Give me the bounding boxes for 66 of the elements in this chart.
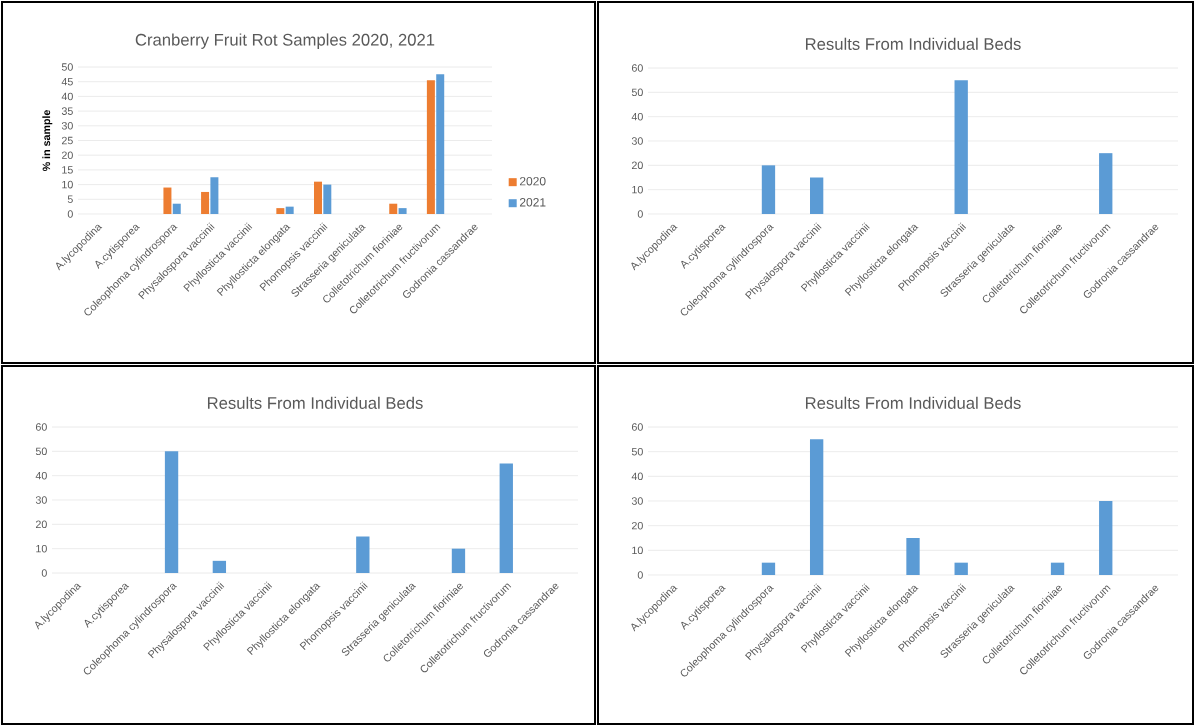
bar <box>499 463 513 573</box>
y-tick-label: 10 <box>632 546 643 555</box>
legend-label: 2021 <box>519 198 546 207</box>
bar <box>313 181 322 214</box>
bar <box>276 208 285 214</box>
bar <box>906 538 920 575</box>
chart-title: Results From Individual Beds <box>805 37 1021 50</box>
y-tick-label: 35 <box>61 107 73 115</box>
y-tick-label: 40 <box>631 112 643 121</box>
bar <box>761 562 776 575</box>
legend-label: 2020 <box>519 176 546 186</box>
y-tick-label: 10 <box>632 185 643 194</box>
y-tick-label: 50 <box>61 63 73 71</box>
y-tick-label: 20 <box>631 161 643 170</box>
bar <box>323 184 332 214</box>
chart-title: Cranberry Fruit Rot Samples 2020, 2021 <box>135 33 435 49</box>
y-tick-label: 15 <box>62 166 73 174</box>
y-tick-label: 40 <box>61 92 73 101</box>
y-tick-label: 50 <box>631 88 643 97</box>
bar <box>285 206 294 214</box>
bar <box>201 191 210 214</box>
bar <box>164 451 179 573</box>
y-tick-label: 40 <box>35 471 47 480</box>
chart-title: Results From Individual Beds <box>207 396 423 409</box>
y-tick-label: 0 <box>41 569 47 577</box>
bar <box>1050 562 1065 575</box>
y-tick-label: 10 <box>36 544 47 553</box>
y-tick-label: 45 <box>61 77 73 86</box>
y-tick-label: 0 <box>637 571 643 579</box>
y-tick-label: 30 <box>35 496 47 504</box>
bar <box>761 165 776 214</box>
bar <box>172 203 181 214</box>
chart-title: Results From Individual Beds <box>805 396 1021 409</box>
y-tick-label: 60 <box>35 423 47 431</box>
bar <box>1099 501 1113 575</box>
bar <box>389 203 398 214</box>
y-tick-label: 50 <box>631 447 643 456</box>
y-tick-label: 40 <box>631 472 643 481</box>
y-tick-label: 30 <box>631 497 643 505</box>
y-tick-label: 60 <box>631 64 643 72</box>
y-tick-label: 60 <box>631 423 643 431</box>
y-tick-label: 50 <box>35 447 47 456</box>
y-tick-label: 5 <box>67 195 73 204</box>
y-tick-label: 30 <box>61 122 73 130</box>
bar <box>398 208 407 214</box>
bar <box>163 187 172 214</box>
bar <box>436 74 445 214</box>
bar <box>356 536 370 573</box>
bar <box>210 177 219 214</box>
bar <box>954 80 968 214</box>
y-tick-label: 30 <box>631 137 643 145</box>
y-tick-label: 20 <box>631 521 643 530</box>
bar <box>426 80 435 214</box>
y-axis-title: % in sample <box>42 110 53 172</box>
y-tick-label: 10 <box>62 180 73 189</box>
y-tick-label: 25 <box>61 136 73 145</box>
bar <box>1099 153 1113 214</box>
bar <box>809 177 824 214</box>
bar <box>809 439 824 575</box>
bar <box>451 548 466 573</box>
y-tick-label: 0 <box>67 210 73 218</box>
bar <box>954 562 968 575</box>
y-tick-label: 20 <box>61 151 73 159</box>
bar <box>212 560 227 573</box>
y-tick-label: 20 <box>35 520 47 529</box>
y-tick-label: 0 <box>637 210 643 218</box>
